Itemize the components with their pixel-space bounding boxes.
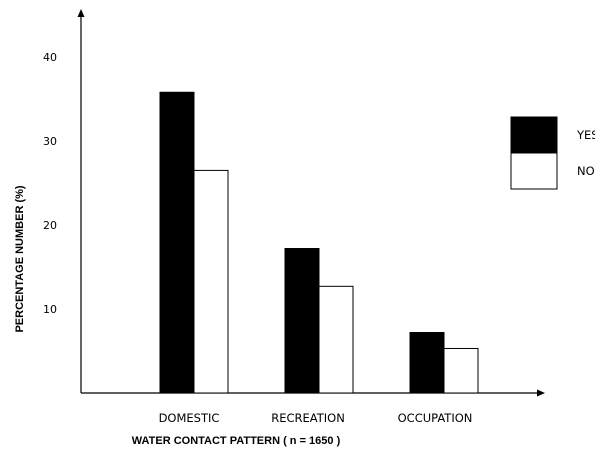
y-axis-title: PERCENTAGE NUMBER (%) <box>14 185 26 332</box>
y-tick-label: 10 <box>43 303 57 316</box>
bar-yes-domestic <box>159 91 195 394</box>
y-tick-label: 20 <box>43 219 57 232</box>
category-label: OCCUPATION <box>398 411 473 425</box>
y-axis-arrow <box>77 9 85 17</box>
bar-no-occupation <box>443 347 479 394</box>
y-tick-labels: 10 20 30 40 <box>43 51 57 316</box>
bar-yes-recreation <box>284 248 320 394</box>
x-axis-title: WATER CONTACT PATTERN ( n = 1650 ) <box>132 435 341 447</box>
category-label: DOMESTIC <box>159 411 220 425</box>
category-labels: DOMESTIC RECREATION OCCUPATION <box>159 411 473 425</box>
y-tick-label: 40 <box>43 51 57 64</box>
bar-no-recreation <box>318 285 354 394</box>
category-label: RECREATION <box>271 411 345 425</box>
bars <box>159 91 479 394</box>
legend-swatch-yes <box>510 116 558 154</box>
bar-no-domestic <box>193 169 229 394</box>
legend-label-yes: YES <box>576 128 595 142</box>
bar-yes-occupation <box>409 332 445 394</box>
legend-label-no: NO <box>577 164 595 178</box>
legend: YES NO <box>510 116 595 190</box>
x-axis-arrow <box>537 389 545 397</box>
y-tick-label: 30 <box>43 135 57 148</box>
legend-swatch-no <box>510 152 558 190</box>
